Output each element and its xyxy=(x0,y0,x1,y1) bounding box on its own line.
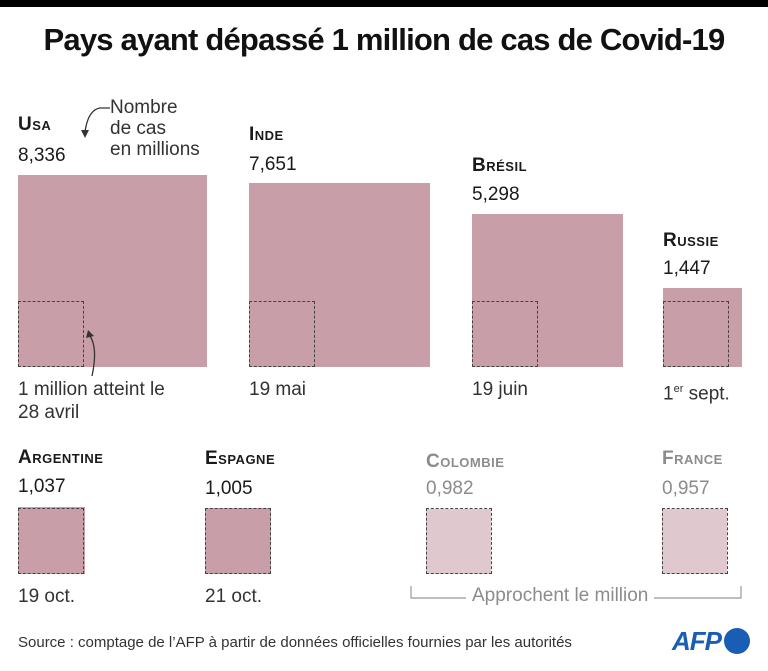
square-argentine xyxy=(18,506,86,574)
value-label-inde: 7,651 xyxy=(249,154,297,175)
square-bresil xyxy=(472,214,623,367)
unit-note-line3: en millions xyxy=(110,139,200,160)
unit-note-line1: Nombre xyxy=(110,97,178,118)
date-label-argentine: 19 oct. xyxy=(18,586,76,607)
date-russie-sup: er xyxy=(673,383,684,395)
value-label-russie: 1,447 xyxy=(663,258,711,279)
square-espagne xyxy=(205,507,272,574)
million-note-line2: 28 avril xyxy=(18,402,80,423)
source-note: Source : comptage de l’AFP à partir de d… xyxy=(18,634,572,651)
million-reference-inde xyxy=(249,301,315,367)
value-label-france: 0,957 xyxy=(662,478,710,499)
million-reference-france xyxy=(662,508,728,574)
unit-note: Nombre de cas en millions xyxy=(110,97,200,160)
country-label-usa: Usa xyxy=(18,114,52,135)
afp-logo-dot-icon xyxy=(724,628,750,654)
value-label-argentine: 1,037 xyxy=(18,476,66,497)
square-colombie xyxy=(426,508,492,574)
date-russie-month: sept. xyxy=(683,383,730,405)
approaching-label: Approchent le million xyxy=(466,585,655,607)
country-label-inde: Inde xyxy=(249,124,284,145)
date-label-espagne: 21 oct. xyxy=(205,586,263,607)
value-label-espagne: 1,005 xyxy=(205,478,253,499)
million-note-line1: 1 million atteint le xyxy=(18,379,165,400)
date-russie-day: 1 xyxy=(663,383,674,405)
date-label-russie: 1er sept. xyxy=(663,378,730,405)
million-reference-bresil xyxy=(472,301,538,367)
million-note-arrow-icon xyxy=(86,330,96,377)
square-france xyxy=(662,509,727,574)
country-label-argentine: Argentine xyxy=(18,447,104,468)
square-inde xyxy=(249,183,431,367)
value-label-colombie: 0,982 xyxy=(426,478,474,499)
country-label-france: France xyxy=(662,448,723,469)
million-reference-russie xyxy=(663,301,729,367)
million-reference-colombie xyxy=(426,508,492,574)
chart-title: Pays ayant dépassé 1 million de cas de C… xyxy=(43,22,726,57)
million-reference-argentine xyxy=(18,508,84,574)
top-bar xyxy=(0,0,768,7)
square-usa xyxy=(18,175,208,367)
country-label-bresil: Brésil xyxy=(472,155,528,176)
country-label-espagne: Espagne xyxy=(205,448,276,469)
million-reference-espagne xyxy=(205,508,271,574)
unit-note-line2: de cas xyxy=(110,118,166,139)
afp-logo: AFP xyxy=(672,626,722,656)
value-label-bresil: 5,298 xyxy=(472,184,520,205)
unit-note-arrow-icon xyxy=(81,107,110,138)
square-russie xyxy=(663,287,743,367)
date-label-bresil: 19 juin xyxy=(472,379,528,400)
date-label-inde: 19 mai xyxy=(249,379,307,400)
value-label-usa: 8,336 xyxy=(18,145,66,166)
country-label-colombie: Colombie xyxy=(426,451,505,472)
million-note: 1 million atteint le 28 avril xyxy=(18,378,165,424)
million-reference-usa xyxy=(18,301,84,367)
country-label-russie: Russie xyxy=(663,230,719,251)
